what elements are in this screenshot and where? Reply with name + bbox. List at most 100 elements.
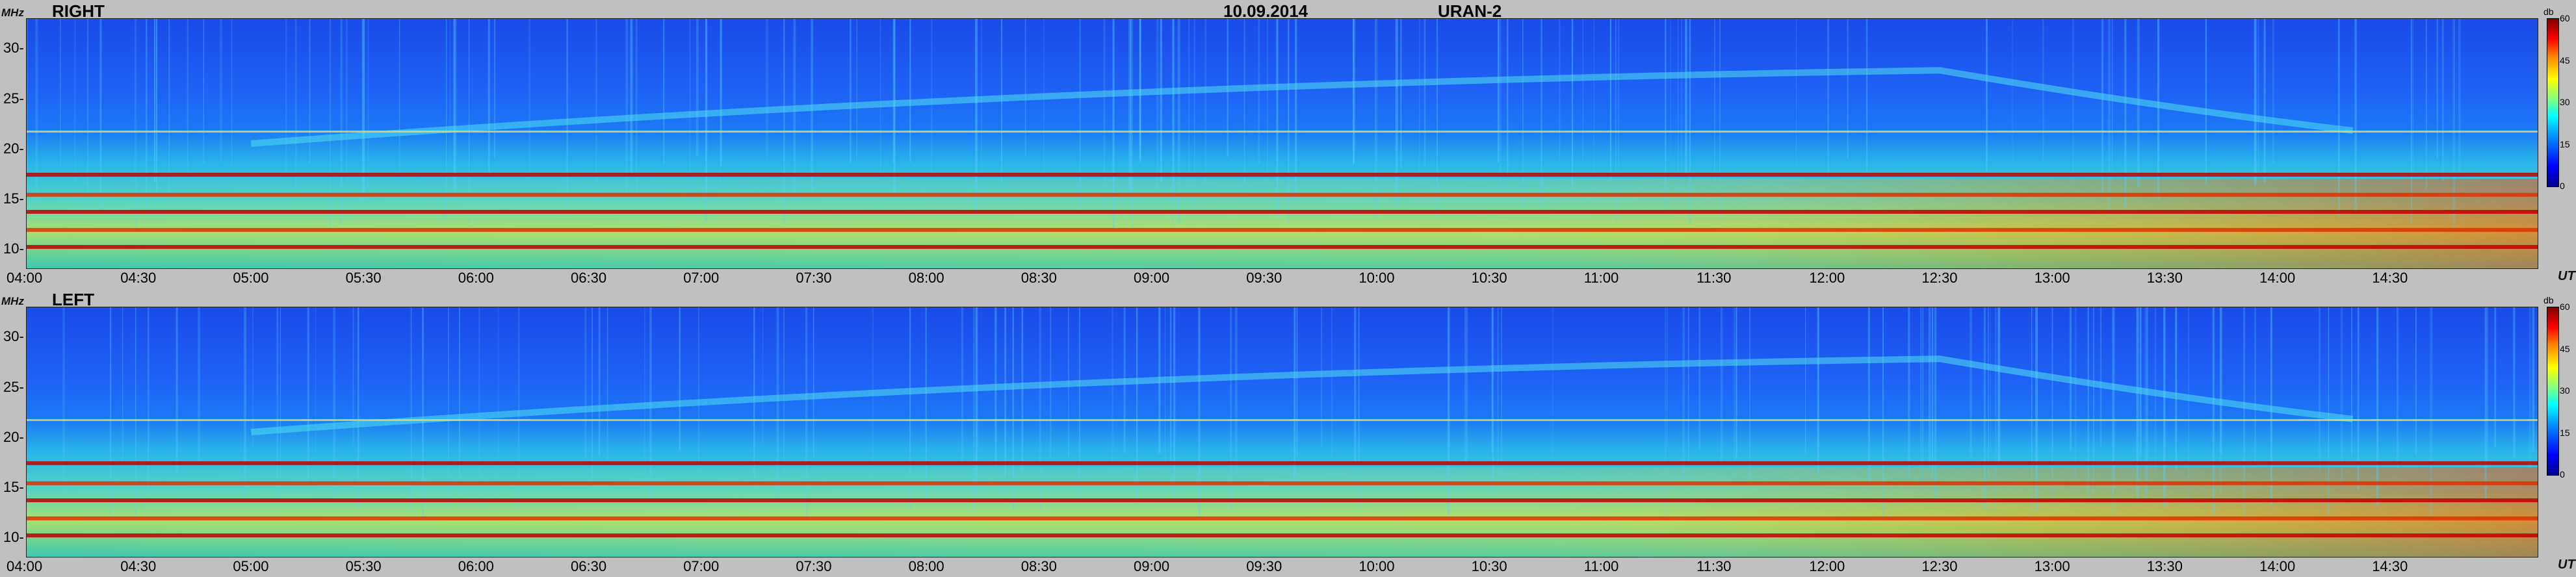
interference-streak: [636, 18, 638, 199]
interference-streak: [62, 307, 65, 493]
interference-streak: [2354, 18, 2357, 212]
x-tick-label: 09:00: [1134, 270, 1170, 286]
frequency-band: [26, 227, 2538, 232]
colorbar-left: [2547, 307, 2559, 476]
colorbar-tick-label: 15: [2560, 427, 2570, 438]
interference-streak: [698, 307, 699, 472]
interference-streak: [1552, 307, 1554, 471]
interference-streak: [1156, 18, 1159, 190]
interference-streak: [1295, 18, 1297, 200]
interference-streak: [2188, 307, 2189, 505]
interference-streak: [644, 307, 645, 478]
interference-streak: [109, 307, 112, 515]
x-tick-label: 10:30: [1471, 558, 1507, 574]
interference-streak: [422, 307, 424, 517]
interference-streak: [1012, 307, 1014, 510]
interference-streak: [1499, 18, 1502, 194]
x-tick-label: 04:00: [7, 558, 43, 574]
interference-streak: [315, 307, 317, 500]
panel-right-xlabel: UT: [2558, 269, 2575, 283]
colorbar-tick-label: 45: [2560, 55, 2570, 66]
x-tick-label: 06:00: [458, 558, 494, 574]
interference-streak: [187, 18, 189, 173]
y-tick-label: 10-: [3, 529, 24, 546]
interference-streak: [1736, 307, 1737, 459]
interference-streak: [2100, 307, 2102, 446]
x-tick-label: 14:00: [2259, 558, 2296, 574]
x-tick-label: 08:00: [908, 270, 944, 286]
x-tick-label: 13:30: [2146, 270, 2183, 286]
interference-streak: [705, 18, 708, 221]
x-tick-label: 12:00: [1809, 558, 1845, 574]
interference-streak: [329, 18, 332, 228]
x-tick-label: 09:30: [1246, 270, 1282, 286]
interference-streak: [1464, 307, 1466, 493]
interference-streak: [805, 307, 808, 520]
x-tick-label: 05:30: [345, 558, 382, 574]
interference-streak: [2376, 307, 2379, 506]
interference-streak: [1419, 18, 1420, 181]
interference-streak: [783, 307, 785, 475]
interference-streak: [592, 307, 593, 484]
x-tick-label: 12:30: [1921, 270, 1958, 286]
interference-streak: [74, 18, 76, 203]
interference-streak: [1997, 307, 2001, 462]
drifting-feature: [251, 355, 2354, 435]
interference-streak: [2532, 307, 2534, 452]
interference-streak: [1353, 18, 1355, 166]
interference-streak: [2397, 307, 2399, 469]
interference-streak: [220, 18, 222, 162]
x-tick-label: 05:00: [233, 270, 269, 286]
interference-streak: [1234, 307, 1238, 476]
interference-streak: [295, 18, 297, 188]
spectrogram-svg: [26, 307, 2538, 558]
interference-streak: [1827, 18, 1829, 177]
interference-streak: [893, 18, 896, 199]
interference-streak: [2175, 307, 2178, 470]
x-tick-label: 11:30: [1697, 558, 1732, 574]
frequency-band: [26, 245, 2538, 250]
interference-streak: [1198, 307, 1201, 517]
frequency-band: [26, 498, 2538, 502]
x-tick-label: 07:00: [683, 270, 720, 286]
colorbar-tick-label: 60: [2560, 301, 2570, 312]
x-tick-label: 10:00: [1359, 558, 1395, 574]
interference-streak: [1698, 307, 1700, 450]
interference-streak: [367, 18, 369, 190]
interference-streak: [231, 18, 233, 168]
interference-streak: [1276, 18, 1279, 216]
interference-streak: [244, 307, 246, 495]
interference-streak: [1172, 18, 1175, 201]
interference-streak: [766, 18, 769, 157]
interference-streak: [1395, 18, 1398, 204]
interference-streak: [1172, 18, 1174, 224]
interference-streak: [1039, 307, 1041, 512]
frequency-band: [26, 192, 2538, 197]
interference-streak: [1817, 307, 1819, 474]
interference-streak: [1296, 307, 1298, 457]
interference-streak: [333, 307, 335, 494]
interference-streak: [362, 18, 365, 201]
interference-streak: [176, 307, 178, 473]
interference-streak: [1004, 307, 1006, 491]
x-tick-label: 11:00: [1583, 270, 1619, 286]
colorbar-tick-label: 60: [2560, 13, 2570, 23]
interference-streak: [1375, 18, 1378, 220]
interference-streak: [135, 307, 137, 519]
colorbar-right: [2547, 18, 2559, 187]
y-tick-label: 10-: [3, 240, 24, 257]
x-tick-label: 04:00: [7, 270, 43, 286]
panel-right-ylabel: MHz: [1, 6, 24, 19]
interference-streak: [720, 18, 722, 181]
interference-streak: [1267, 18, 1268, 177]
interference-streak: [1719, 18, 1721, 216]
panel-left-xlabel: UT: [2558, 558, 2575, 572]
interference-streak: [307, 307, 309, 483]
instrument-label: URAN-2: [1438, 1, 1502, 21]
interference-streak: [1985, 18, 1988, 172]
interference-streak: [1571, 18, 1574, 191]
interference-streak: [1995, 307, 1997, 512]
colorbar-tick-label: 45: [2560, 343, 2570, 354]
interference-streak: [2157, 18, 2160, 199]
interference-streak: [2140, 307, 2142, 489]
